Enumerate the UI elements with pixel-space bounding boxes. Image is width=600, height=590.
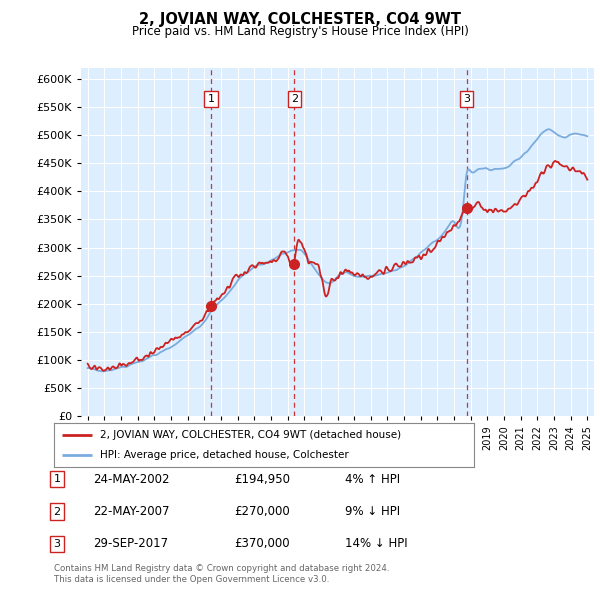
Text: 2, JOVIAN WAY, COLCHESTER, CO4 9WT (detached house): 2, JOVIAN WAY, COLCHESTER, CO4 9WT (deta… xyxy=(100,430,401,440)
Text: This data is licensed under the Open Government Licence v3.0.: This data is licensed under the Open Gov… xyxy=(54,575,329,584)
Text: 3: 3 xyxy=(53,539,61,549)
Text: 22-MAY-2007: 22-MAY-2007 xyxy=(93,505,170,518)
Text: £194,950: £194,950 xyxy=(234,473,290,486)
Text: Contains HM Land Registry data © Crown copyright and database right 2024.: Contains HM Land Registry data © Crown c… xyxy=(54,565,389,573)
Text: £370,000: £370,000 xyxy=(234,537,290,550)
Text: 9% ↓ HPI: 9% ↓ HPI xyxy=(345,505,400,518)
Text: £270,000: £270,000 xyxy=(234,505,290,518)
Text: 14% ↓ HPI: 14% ↓ HPI xyxy=(345,537,407,550)
Text: 24-MAY-2002: 24-MAY-2002 xyxy=(93,473,170,486)
Text: 29-SEP-2017: 29-SEP-2017 xyxy=(93,537,168,550)
Text: HPI: Average price, detached house, Colchester: HPI: Average price, detached house, Colc… xyxy=(100,450,349,460)
Text: 3: 3 xyxy=(463,94,470,104)
Text: 2: 2 xyxy=(290,94,298,104)
Text: 2: 2 xyxy=(53,507,61,516)
Text: Price paid vs. HM Land Registry's House Price Index (HPI): Price paid vs. HM Land Registry's House … xyxy=(131,25,469,38)
Text: 2, JOVIAN WAY, COLCHESTER, CO4 9WT: 2, JOVIAN WAY, COLCHESTER, CO4 9WT xyxy=(139,12,461,27)
Text: 1: 1 xyxy=(208,94,214,104)
Text: 1: 1 xyxy=(53,474,61,484)
Text: 4% ↑ HPI: 4% ↑ HPI xyxy=(345,473,400,486)
